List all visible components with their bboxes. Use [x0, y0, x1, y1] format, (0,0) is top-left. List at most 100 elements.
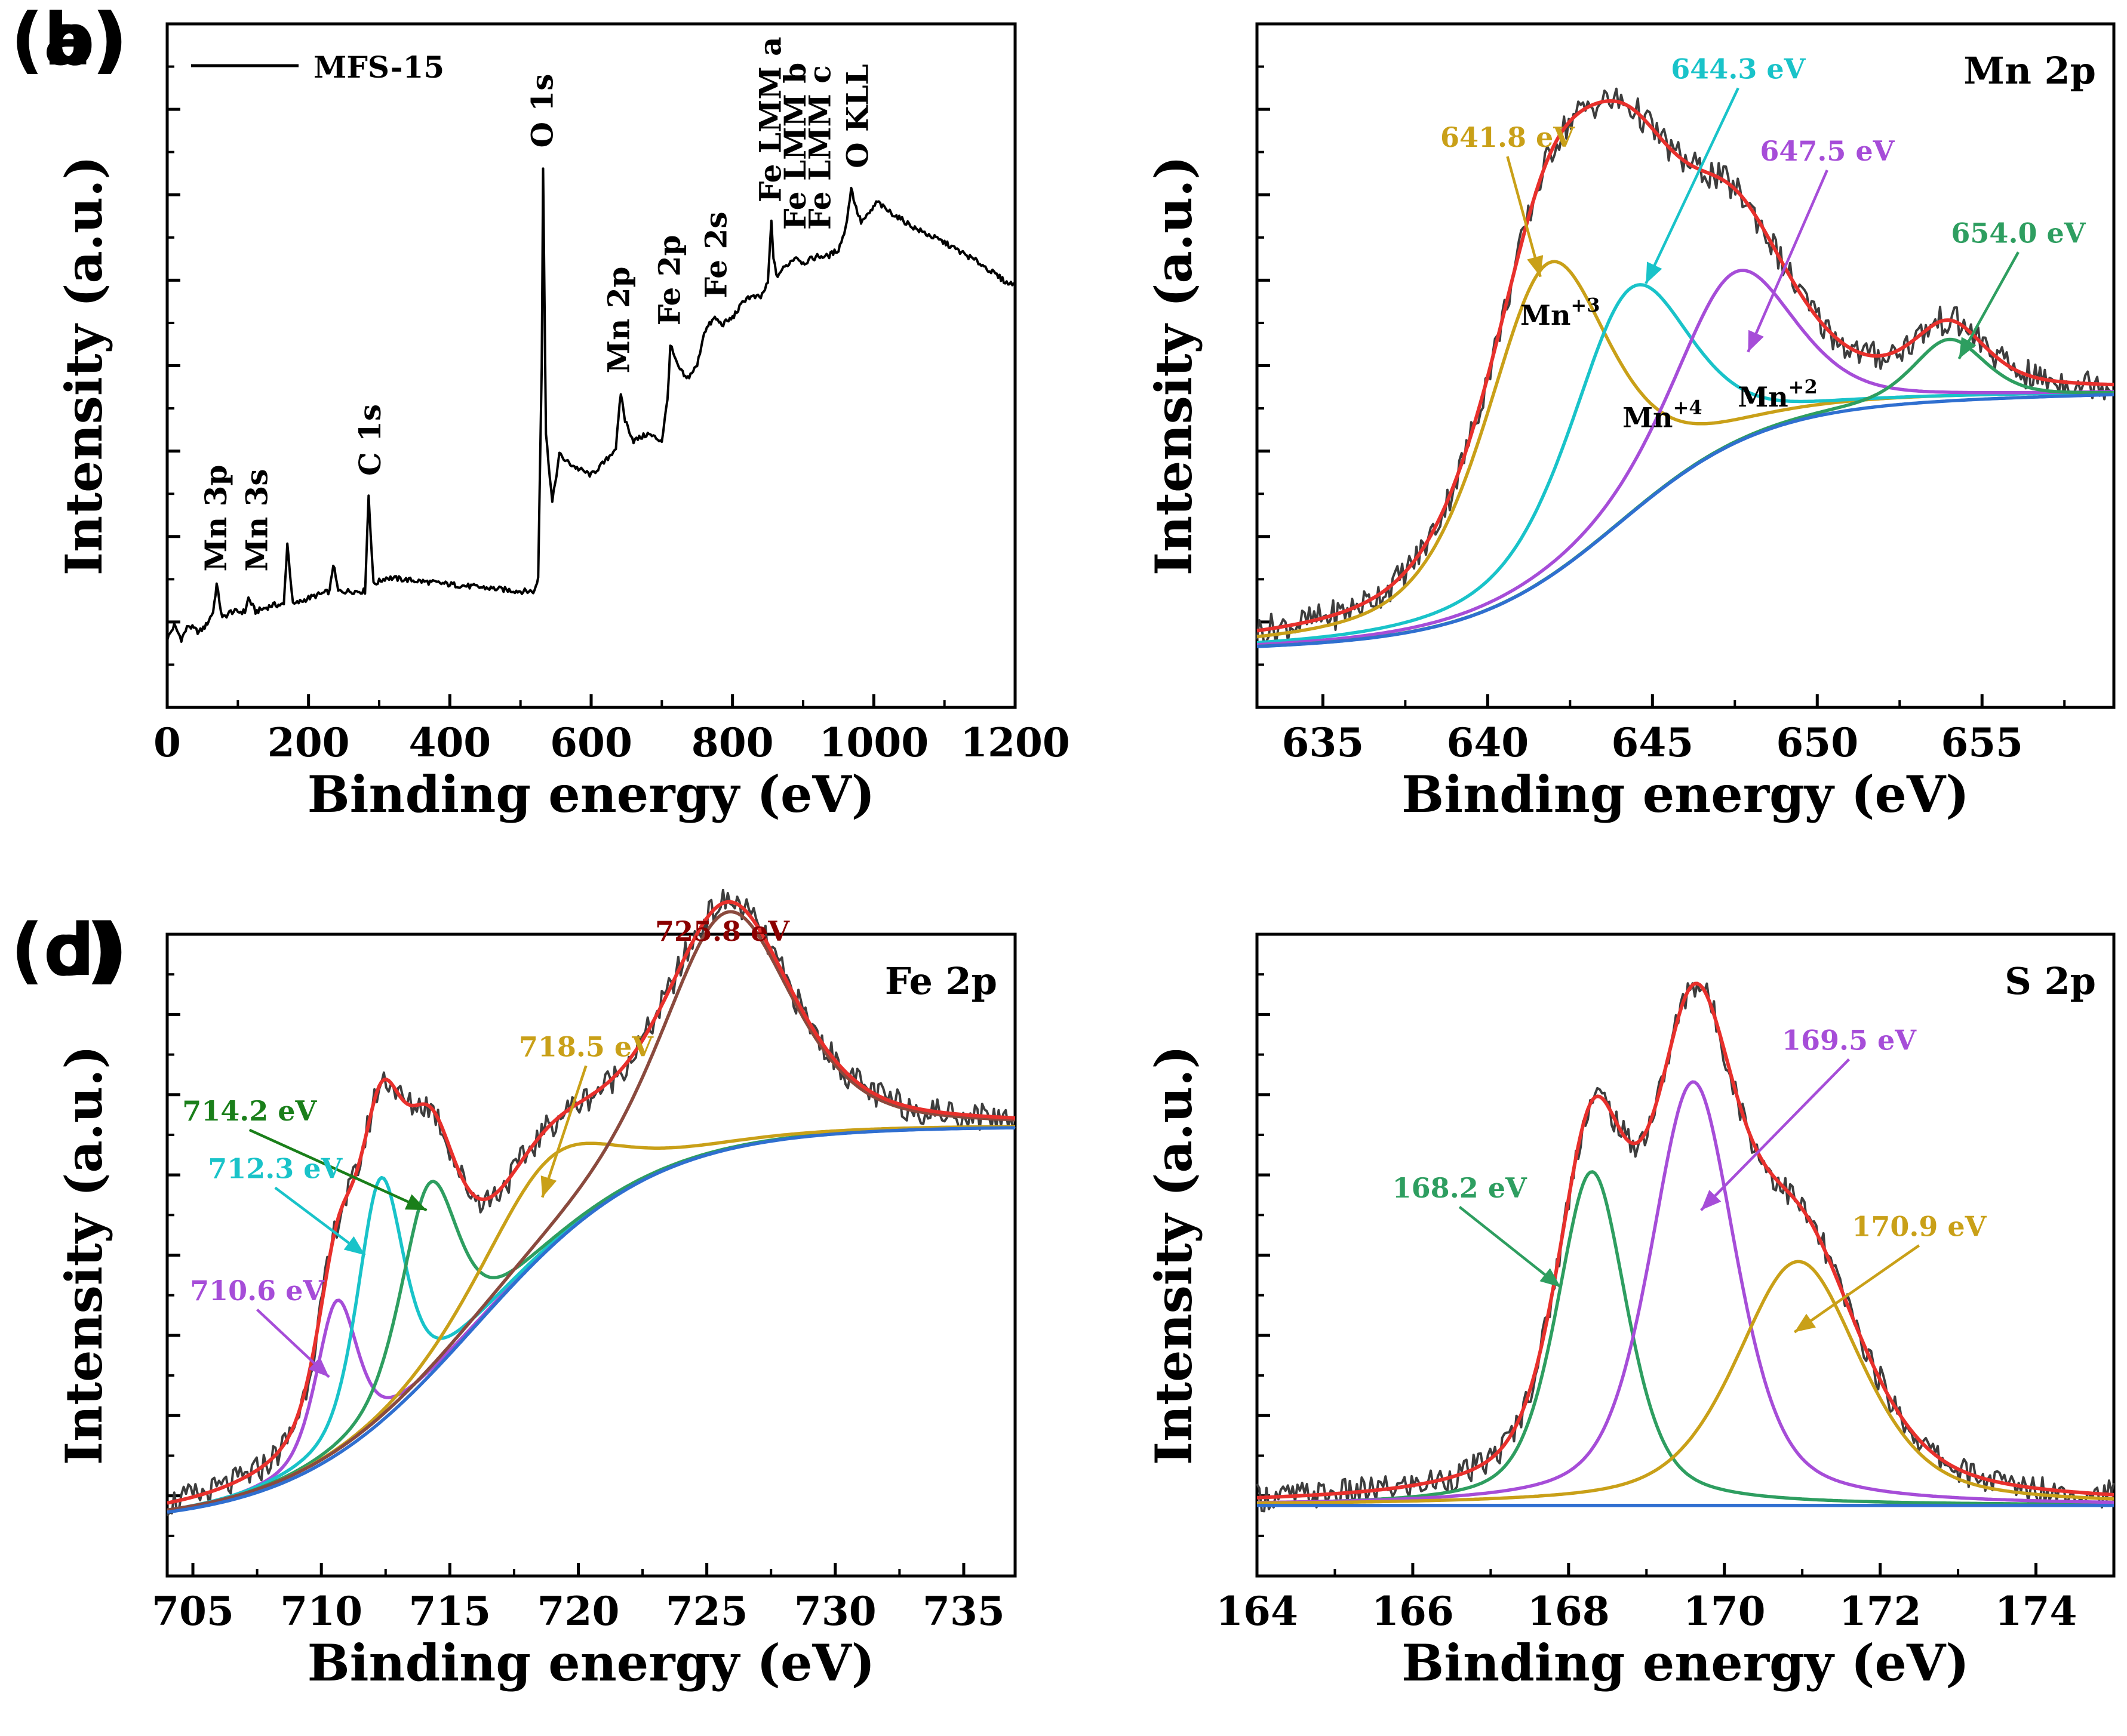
peak-arrow [1957, 251, 2020, 360]
x-tick-label: 168 [1527, 1588, 1610, 1635]
peak-energy-label: 169.5 eV [1782, 1024, 1917, 1057]
peak-energy-label: 170.9 eV [1852, 1210, 1987, 1242]
legend-label: MFS-15 [313, 50, 444, 85]
raw-spectrum-line [1256, 982, 2115, 1513]
y-axis-title: Intensity (a.u.) [1144, 156, 1203, 575]
y-axis-title: Intensity (a.u.) [54, 1045, 113, 1465]
peak-arrow-head [1748, 330, 1764, 352]
peak-annotation: O 1s [525, 74, 560, 148]
peak-arrow-head [1539, 1268, 1561, 1288]
x-tick-label: 800 [691, 719, 774, 766]
oxidation-state-sup: +3 [1570, 294, 1600, 316]
peak-energy-label: 644.3 eV [1671, 53, 1806, 85]
peak-annotation: C 1s [352, 404, 388, 476]
x-tick-label: 1200 [960, 719, 1070, 766]
peak-arrow [1506, 156, 1542, 278]
x-tick-label: 166 [1372, 1588, 1454, 1635]
peak-arrow [1645, 87, 1739, 285]
oxidation-state-text: Mn [1738, 381, 1788, 413]
oxidation-state-label: Mn+4 [1622, 396, 1702, 434]
oxidation-state-sup: +4 [1673, 396, 1702, 419]
x-tick-label: 640 [1446, 719, 1529, 766]
peak-annotation: Mn 3s [239, 469, 274, 571]
oxidation-state-label: Mn+3 [1520, 294, 1600, 331]
peak-arrow-head [1646, 261, 1662, 284]
peak-annotation: Mn 3p [198, 465, 233, 572]
x-tick-label: 715 [408, 1588, 491, 1635]
peak-annotation: Fe 2p [652, 235, 687, 326]
region-label: Fe 2p [885, 959, 997, 1003]
peak-arrow-head [540, 1175, 557, 1198]
x-tick-label: 705 [152, 1588, 234, 1635]
panel-a: 0 200 400 600 800 1000 1200 Binding energy (eV)… [11, 0, 1070, 824]
y-axis-title: Intensity (a.u.) [1144, 1045, 1203, 1465]
x-tick-label: 655 [1941, 719, 2023, 766]
x-tick-label: 720 [537, 1588, 620, 1635]
x-tick-label: 645 [1611, 719, 1693, 766]
fit-envelope-line [1256, 981, 2114, 1500]
peak-annotation: Fe LMM a [753, 37, 788, 203]
oxidation-state-sup: +2 [1788, 375, 1818, 398]
oxidation-state-label: Mn+2 [1738, 375, 1817, 413]
x-tick-label: 735 [923, 1588, 1005, 1635]
x-axis-title: Binding energy (eV) [308, 765, 875, 824]
panel-c: 705 710 715 720 725 730 735 Binding energy (eV)… [11, 888, 1017, 1692]
peak-energy-label: 712.3 eV [208, 1153, 343, 1185]
panel-label: (b) [11, 0, 128, 82]
peak-arrow [248, 1128, 428, 1212]
panel-d: 164 166 168 170 172 174 Binding energy (eV) Int… [11, 909, 2116, 1692]
x-axis-title: Binding energy (eV) [1401, 1633, 1969, 1692]
peak-arrow [1699, 1058, 1851, 1211]
fit-envelope-line [1256, 99, 2114, 633]
x-tick-label: 1000 [819, 719, 929, 766]
peak-annotation: Fe LMM c [803, 65, 838, 230]
fit-component-5 [167, 910, 1016, 1512]
peak-energy-label: 168.2 eV [1393, 1172, 1527, 1204]
x-axis-title: Binding energy (eV) [308, 1633, 875, 1692]
peak-annotation: Fe 2s [699, 212, 734, 298]
peak-arrow-head [1794, 1313, 1816, 1332]
x-tick-label: 400 [408, 719, 491, 766]
panel-label: (a) [11, 0, 125, 82]
peak-annotation: Mn 2p [601, 267, 636, 374]
peak-energy-label: 647.5 eV [1760, 135, 1895, 167]
x-axis-title: Binding energy (eV) [1401, 765, 1969, 824]
fit-component-2 [1256, 283, 2114, 645]
survey-spectrum-line [166, 167, 1016, 643]
panel-label: (d) [11, 909, 128, 992]
x-tick-label: 650 [1776, 719, 1858, 766]
fit-component-3 [1256, 269, 2114, 647]
background-line [1256, 393, 2114, 648]
region-label: S 2p [2005, 959, 2096, 1003]
peak-arrow-head [1527, 255, 1544, 277]
x-tick-label: 730 [794, 1588, 877, 1635]
y-axis-title: Intensity (a.u.) [54, 156, 113, 575]
x-tick-label: 600 [550, 719, 632, 766]
fit-envelope-line [167, 900, 1016, 1505]
peak-energy-label: 654.0 eV [1951, 217, 2086, 249]
x-tick-label: 200 [268, 719, 350, 766]
x-tick-label: 710 [280, 1588, 362, 1635]
x-tick-label: 170 [1683, 1588, 1766, 1635]
x-tick-label: 725 [666, 1588, 748, 1635]
x-tick-label: 174 [1995, 1588, 2077, 1635]
peak-energy-label: 718.5 eV [519, 1030, 654, 1063]
peak-arrow-head [343, 1236, 365, 1255]
peak-energy-label: 641.8 eV [1440, 121, 1575, 153]
peak-energy-label: 714.2 eV [182, 1095, 317, 1127]
oxidation-state-text: Mn [1622, 402, 1673, 434]
peak-arrow [1458, 1205, 1562, 1289]
peak-energy-label: 725.8 eV [655, 915, 790, 947]
x-tick-label: 635 [1281, 719, 1364, 766]
peak-arrow-head [404, 1194, 427, 1211]
peak-energy-label: 710.6 eV [190, 1275, 325, 1307]
peak-arrow [541, 1065, 588, 1198]
x-tick-label: 0 [153, 719, 181, 766]
peak-arrow-head [308, 1357, 330, 1377]
peak-arrow-head [1959, 337, 1977, 359]
peak-arrow [1793, 1244, 1920, 1334]
fit-component-3 [1257, 1260, 2114, 1505]
oxidation-state-text: Mn [1520, 299, 1570, 331]
